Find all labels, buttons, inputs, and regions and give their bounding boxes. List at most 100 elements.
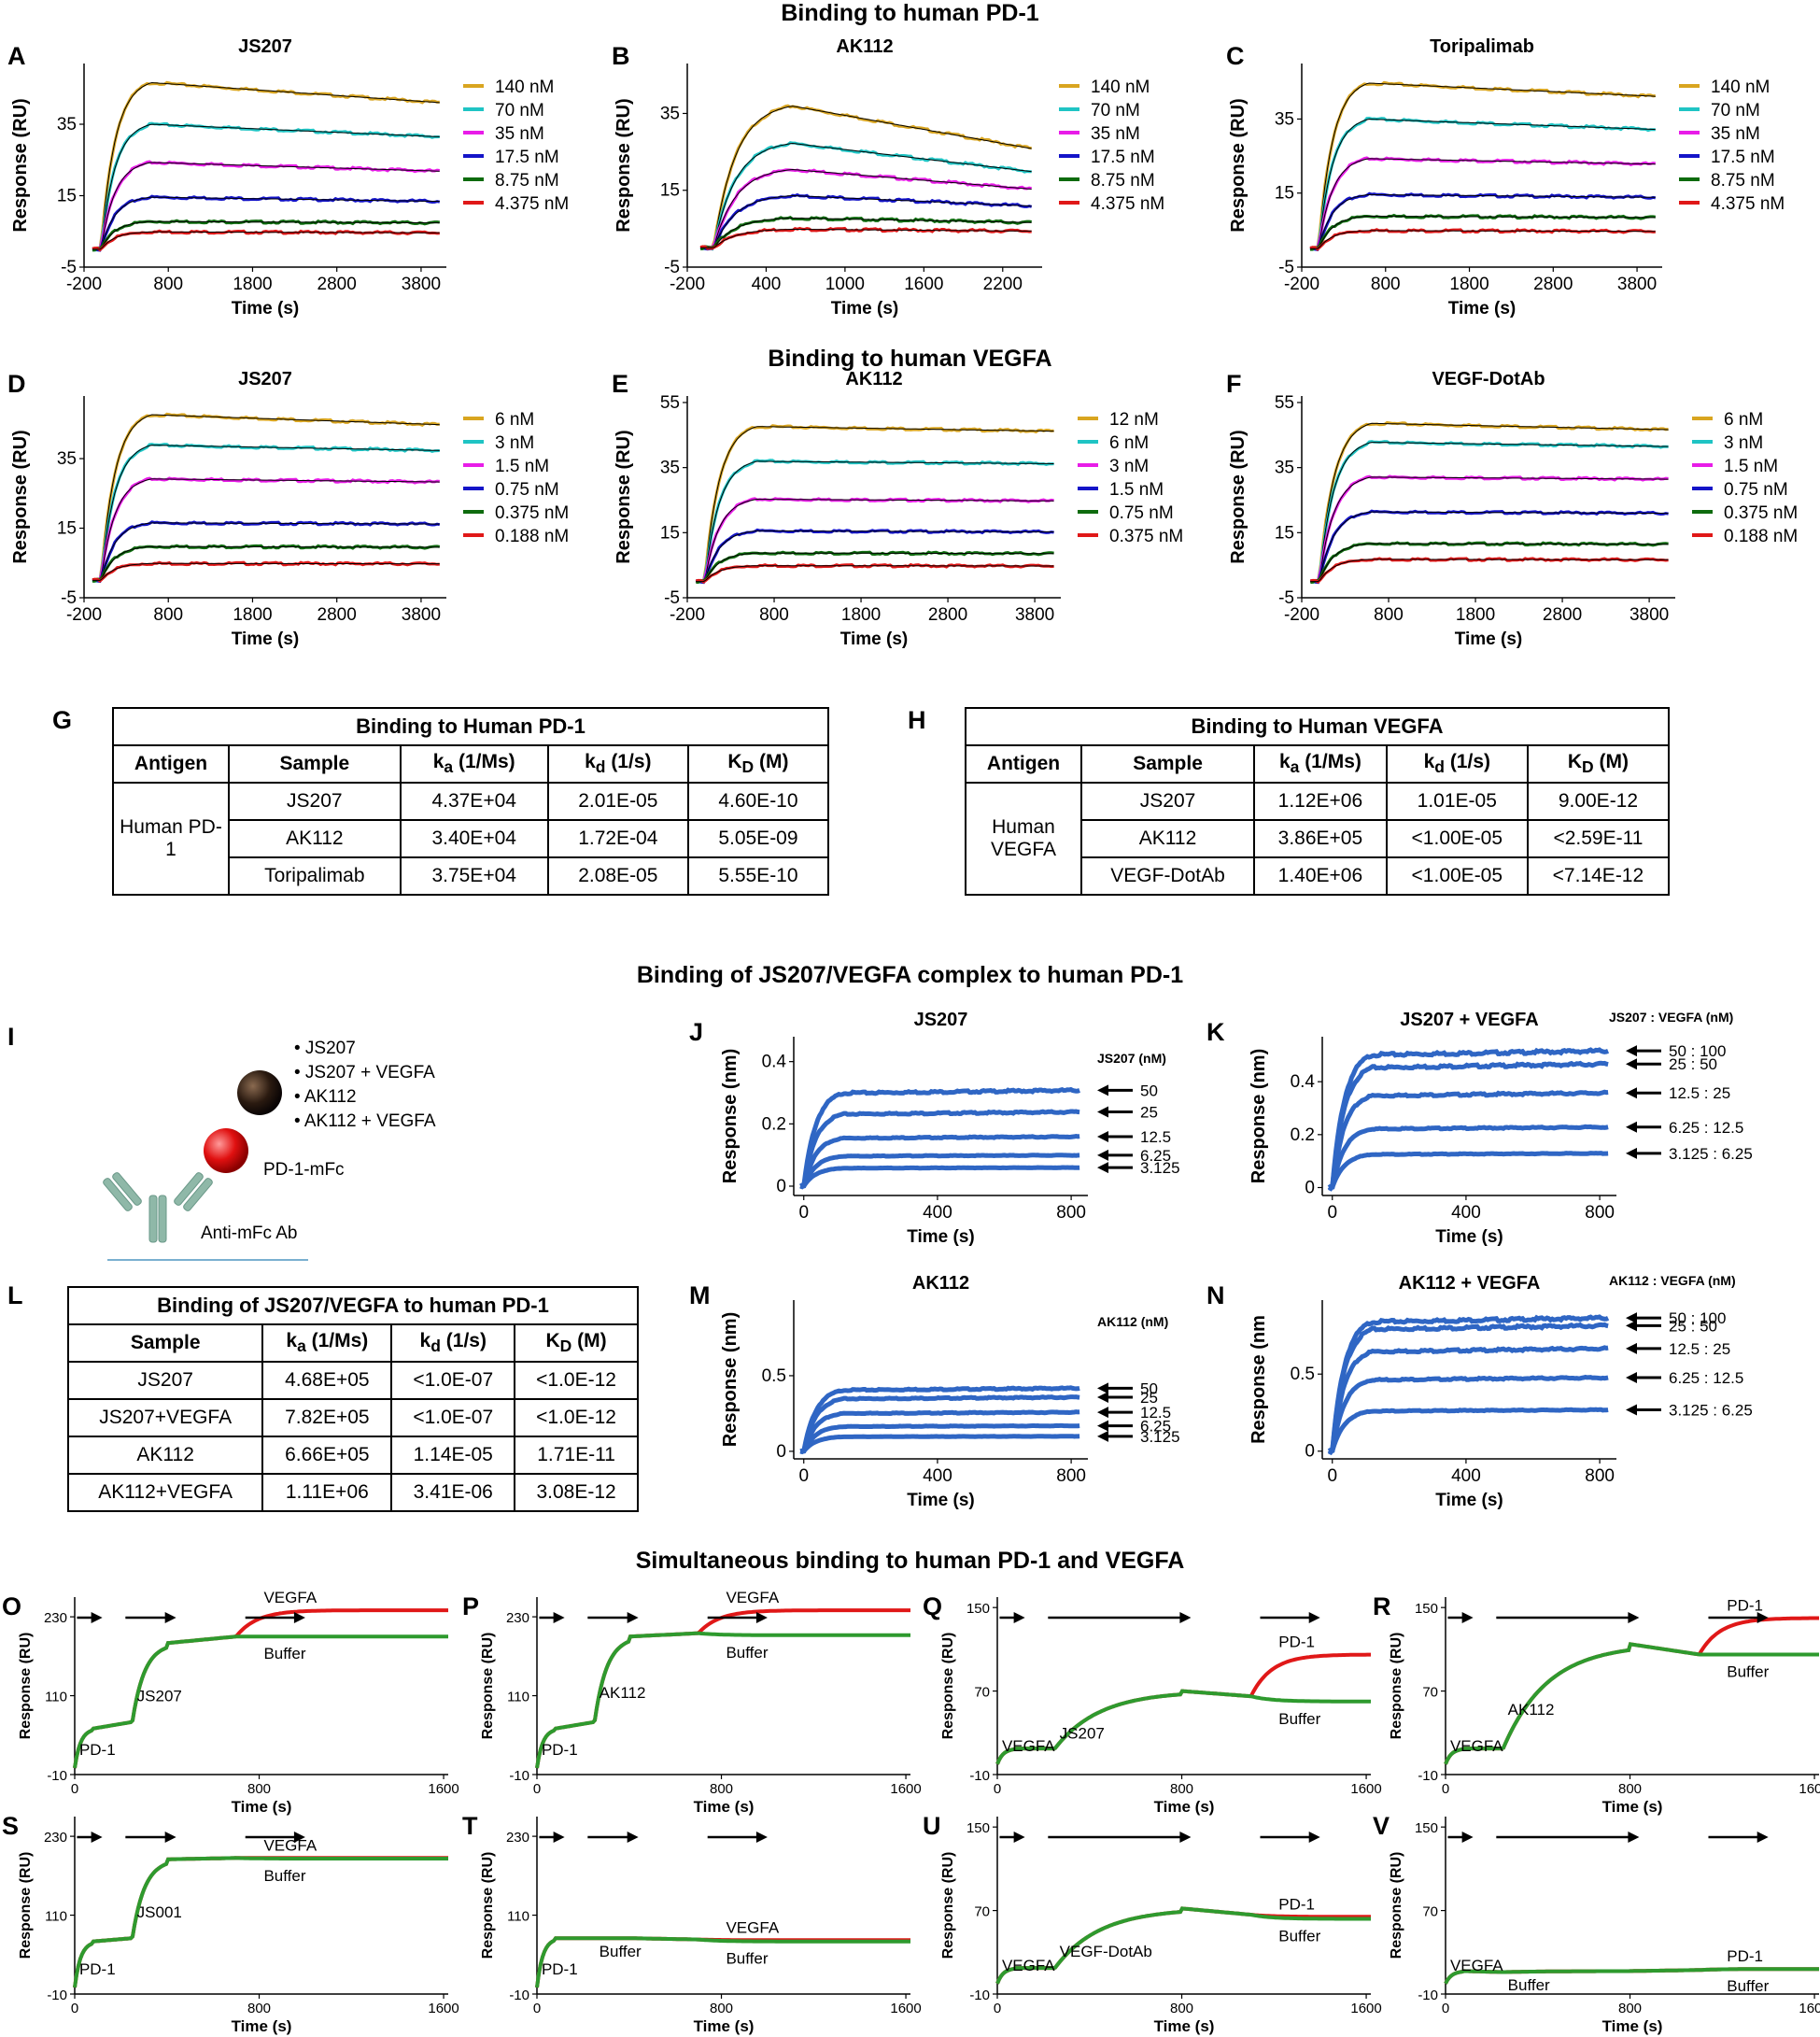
x-tick-label: 0 [798, 1466, 809, 1486]
series-25 [799, 1109, 1080, 1190]
legend-label: 1.5 nM [1109, 480, 1164, 500]
chart-title: AK112 + VEGFA [1399, 1273, 1541, 1294]
x-tick-label: 0 [71, 1781, 78, 1797]
y-axis-title: Response (RU) [614, 98, 634, 232]
chart-M: 0 400 800 0 0.5 Time (s) Response (nm) AK112 502… [720, 1273, 1180, 1510]
fit-line [700, 194, 1032, 248]
x-axis-title: Time (s) [1455, 629, 1523, 649]
y-axis-title: Response (RU) [1228, 98, 1249, 232]
y-tick-label: 15 [1275, 523, 1294, 543]
y-tick-label: 70 [1422, 1685, 1438, 1701]
stage1-label: PD-1 [542, 1741, 578, 1759]
fit-line [700, 106, 1032, 248]
table-cell: 7.82E+05 [261, 1398, 393, 1437]
x-tick-label: 1600 [904, 275, 943, 294]
arrow-head [1097, 1430, 1108, 1442]
series-6-25 [800, 1422, 1080, 1454]
y-axis-title: Response (nm) [720, 1049, 741, 1183]
y-tick-label: 230 [44, 1610, 67, 1626]
chart-title: JS207 [238, 369, 292, 389]
x-axis-title: Time (s) [1154, 2017, 1215, 2035]
table-l: Binding of JS207/VEGFA to human PD-1 Sam… [66, 1286, 639, 1512]
arrow-label: 50 [1140, 1082, 1158, 1099]
arrow-head [1097, 1392, 1108, 1404]
legend-label: 1.5 nM [1724, 457, 1778, 476]
series-red [73, 1856, 448, 1988]
x-tick-label: 400 [752, 275, 782, 294]
x-tick-label: 2200 [983, 275, 1023, 294]
arrow-label: 12.5 : 25 [1669, 1084, 1730, 1102]
injection-arrow-head [553, 1612, 565, 1623]
series-green [995, 1689, 1371, 1765]
injection-arrow-head [755, 1832, 768, 1843]
x-tick-label: -200 [66, 605, 102, 625]
series-12-5 [799, 1409, 1080, 1454]
green-label: Buffer [1278, 1928, 1320, 1945]
y-axis-title: Response (nm) [1249, 1049, 1269, 1183]
chart-S: 0 800 1600 -10 110 230 Time (s) Response (RU) PD… [18, 1817, 459, 2035]
x-tick-label: -200 [66, 275, 102, 294]
injection-arrow-head [1308, 1612, 1320, 1623]
x-tick-label: 0 [1442, 1781, 1449, 1797]
stage1-label: VEGFA [1450, 1957, 1503, 1974]
arrow-head [1097, 1420, 1108, 1432]
chart-P: 0 800 1600 -10 110 230 Time (s) Response (RU) PD… [480, 1589, 922, 1816]
y-tick-label: 0.2 [762, 1114, 786, 1134]
green-label: Buffer [1727, 1662, 1769, 1680]
arrow-head [1097, 1162, 1108, 1174]
y-tick-label: 0.5 [1291, 1365, 1315, 1384]
series-green [73, 1634, 448, 1769]
chart-title: Toripalimab [1430, 36, 1534, 57]
table-cell: Toripalimab [228, 856, 402, 896]
x-axis-title: Time (s) [907, 1227, 975, 1247]
x-tick-label: 1600 [428, 1781, 459, 1797]
legend-label: 6 nM [1109, 433, 1149, 453]
x-tick-label: 0 [994, 2001, 1001, 2016]
x-tick-label: 800 [247, 1781, 271, 1797]
y-tick-label: -5 [61, 258, 77, 277]
y-tick-label: 15 [1275, 184, 1294, 204]
panel-label-U: U [923, 1812, 941, 1840]
panel-label-P: P [462, 1592, 480, 1620]
injection-arrow-head [1179, 1832, 1192, 1843]
legend-label: 6 nM [495, 410, 534, 430]
table-cell: 1.71E-11 [514, 1436, 639, 1475]
y-tick-label: 35 [660, 104, 680, 123]
arrow-head [1626, 1121, 1637, 1133]
legend-title: AK112 : VEGFA (nM) [1609, 1273, 1736, 1288]
arrow-head [1626, 1058, 1637, 1070]
fit-line [92, 220, 440, 250]
stage2-label: AK112 [1508, 1701, 1555, 1719]
y-tick-label: 35 [660, 459, 680, 478]
table-cell: 5.55E-10 [686, 856, 830, 896]
series-6-25 [800, 1153, 1080, 1189]
injection-arrow-head [1179, 1612, 1192, 1623]
arrow-label: 3.125 : 6.25 [1669, 1401, 1753, 1419]
fit-line [92, 545, 440, 581]
table-l-header-KD: KD (M) [514, 1323, 639, 1363]
stage2-label: Buffer [600, 1943, 642, 1960]
x-tick-label: 1600 [1799, 1781, 1820, 1797]
fit-line [1310, 158, 1656, 249]
series-green [1444, 1967, 1819, 1985]
x-tick-label: 800 [1170, 1781, 1193, 1797]
legend-label: 8.75 nM [1711, 171, 1775, 191]
panel-label-S: S [2, 1812, 20, 1840]
series-35-nM [699, 168, 1032, 250]
legend-label: 17.5 nM [495, 148, 559, 167]
y-tick-label: -10 [509, 1768, 529, 1784]
x-axis-title: Time (s) [232, 2017, 292, 2035]
panel-label-D: D [7, 370, 26, 398]
y-tick-label: -10 [1418, 1987, 1438, 2003]
series-25-50 [1328, 1322, 1609, 1456]
fit-line [1310, 476, 1669, 583]
legend-label: 0.375 nM [1109, 527, 1183, 546]
series-17-5-nM [1309, 191, 1657, 252]
x-tick-label: 0 [1327, 1466, 1337, 1486]
arrow-head [1097, 1084, 1108, 1096]
fit-line [696, 426, 1054, 583]
table-cell: 4.60E-10 [686, 782, 830, 821]
legend-label: 35 nM [1091, 124, 1140, 144]
y-tick-label: 150 [966, 1820, 990, 1836]
